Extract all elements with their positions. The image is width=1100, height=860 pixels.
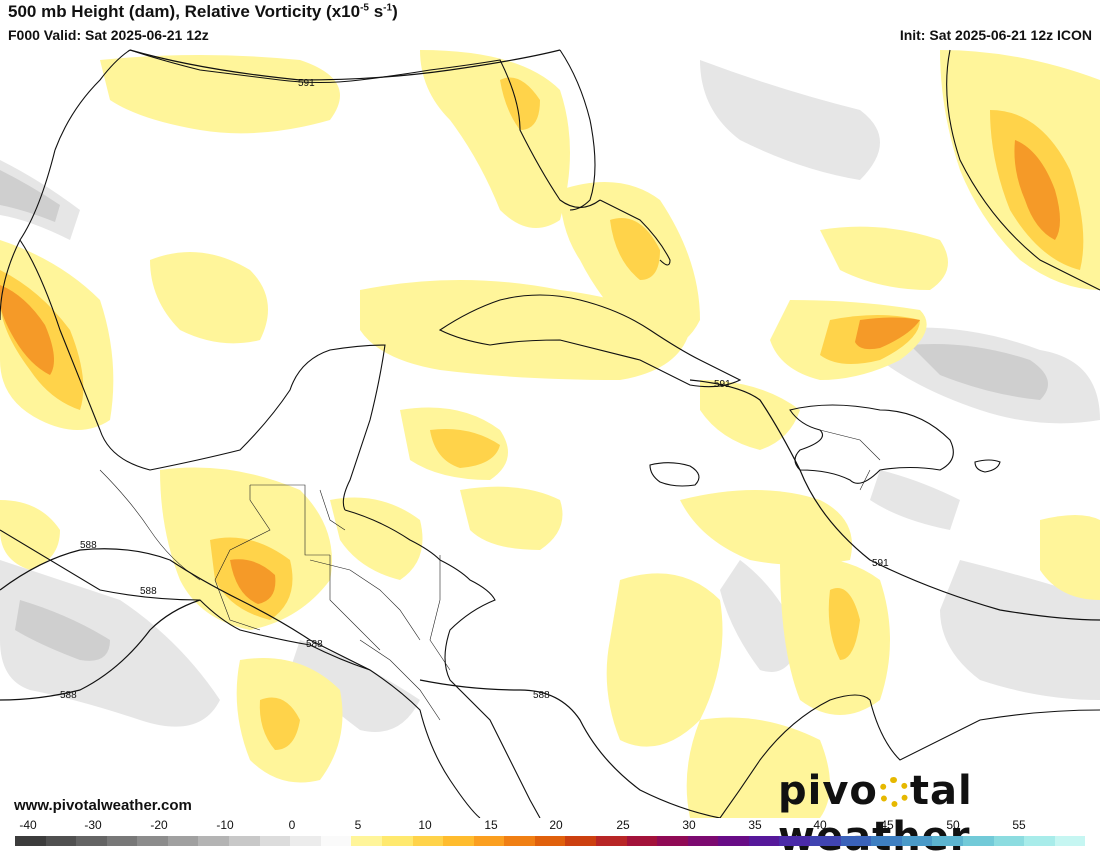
tick-label: -40 (19, 818, 37, 832)
colorbar-swatch (565, 836, 596, 846)
svg-text:588: 588 (306, 639, 323, 650)
weather-map[interactable]: 591 591 591 588 588 588 588 588 (0, 46, 1100, 818)
negative-vorticity-core (0, 170, 1048, 661)
colorbar-swatch (167, 836, 199, 846)
colorbar-swatch (320, 836, 352, 846)
colorbar-swatch (534, 836, 566, 846)
tick-label: 15 (484, 818, 498, 832)
colorbar-swatch (259, 836, 291, 846)
svg-text:588: 588 (140, 586, 157, 597)
colorbar-swatch (45, 836, 77, 846)
tick-label: 25 (616, 818, 630, 832)
colorbar-swatch (810, 836, 841, 846)
pivotal-weather-logo: pivotal weather (778, 768, 973, 860)
tick-label: 5 (354, 818, 362, 832)
colorbar-swatch (229, 836, 260, 846)
colorbar-swatch (106, 836, 138, 846)
map-canvas: 591 591 591 588 588 588 588 588 (0, 46, 1100, 818)
colorbar-swatch (840, 836, 872, 846)
colorbar-swatch (687, 836, 719, 846)
colorbar-swatch (1054, 836, 1086, 846)
tick-label: 40 (813, 818, 827, 832)
init-time: Init: Sat 2025-06-21 12z ICON (899, 27, 1092, 43)
colorbar-swatch (595, 836, 627, 846)
height-contours (0, 49, 1100, 818)
positive-vorticity-strong (0, 140, 1060, 604)
political-borders (99, 429, 881, 721)
website-url[interactable]: www.pivotalweather.com (14, 797, 192, 814)
colorbar-swatch (381, 836, 413, 846)
colorbar-swatch (1024, 836, 1055, 846)
svg-text:588: 588 (533, 690, 550, 701)
vorticity-colorbar (15, 836, 1086, 846)
sun-gear-icon (878, 777, 909, 807)
colorbar-swatch (748, 836, 780, 846)
colorbar-swatch (962, 836, 994, 846)
colorbar-swatch (657, 836, 688, 846)
tick-label: 55 (1012, 818, 1026, 832)
tick-label: 45 (880, 818, 894, 832)
colorbar-swatch (504, 836, 535, 846)
header: 500 mb Height (dam), Relative Vorticity … (0, 0, 1100, 46)
colorbar-swatch (351, 836, 382, 846)
colorbar-swatch (473, 836, 505, 846)
tick-label: -30 (84, 818, 102, 832)
tick-label: 50 (946, 818, 960, 832)
colorbar-swatch (76, 836, 107, 846)
tick-label: -20 (150, 818, 168, 832)
svg-text:591: 591 (298, 78, 315, 89)
colorbar-swatch (15, 836, 46, 846)
tick-label: 30 (682, 818, 696, 832)
colorbar-swatch (932, 836, 963, 846)
colorbar-swatch (626, 836, 658, 846)
colorbar-swatch (718, 836, 749, 846)
colorbar-swatch (412, 836, 444, 846)
tick-label: 35 (748, 818, 762, 832)
contour-labels: 591 591 591 588 588 588 588 588 (60, 78, 889, 701)
svg-text:591: 591 (714, 379, 731, 390)
svg-text:588: 588 (60, 690, 77, 701)
svg-text:588: 588 (80, 540, 97, 551)
colorbar-swatch (993, 836, 1025, 846)
tick-label: 10 (418, 818, 432, 832)
colorbar-swatch (290, 836, 321, 846)
valid-time: F000 Valid: Sat 2025-06-21 12z (8, 27, 209, 43)
colorbar-swatch (779, 836, 811, 846)
coastlines (0, 49, 1100, 818)
colorbar-swatch (137, 836, 168, 846)
colorbar-swatch (443, 836, 474, 846)
tick-label: 20 (549, 818, 563, 832)
colorbar-ticks: -40 -30 -20 -10 0 5 10 15 20 25 30 35 40… (0, 818, 1100, 836)
colorbar-swatch (198, 836, 230, 846)
tick-label: -10 (216, 818, 234, 832)
tick-label: 0 (288, 818, 296, 832)
svg-text:591: 591 (872, 558, 889, 569)
colorbar-swatch (901, 836, 933, 846)
colorbar-swatch (871, 836, 902, 846)
map-title: 500 mb Height (dam), Relative Vorticity … (8, 2, 398, 21)
